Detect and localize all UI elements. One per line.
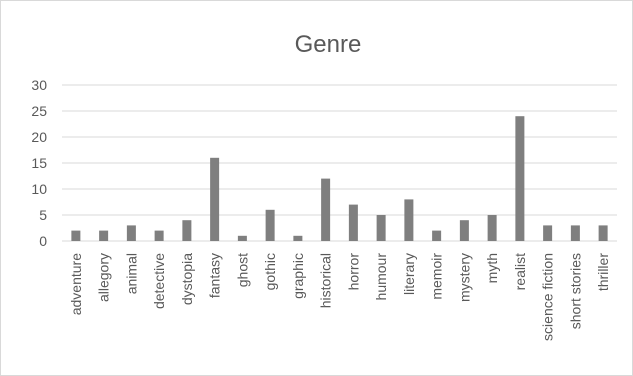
bar-short-stories: [570, 225, 580, 241]
y-tick-label: 0: [39, 233, 47, 249]
bar-science-fiction: [543, 225, 553, 241]
bar-allegory: [99, 230, 109, 241]
bar-detective: [154, 230, 164, 241]
x-tick-label: animal: [123, 253, 139, 294]
x-tick-label: myth: [484, 253, 500, 283]
y-tick-label: 10: [31, 181, 47, 197]
x-tick-label: science fiction: [540, 253, 556, 341]
bars: [71, 116, 608, 241]
x-tick-label: fantasy: [207, 253, 223, 298]
x-tick-label: detective: [151, 253, 167, 309]
bar-humour: [376, 215, 386, 241]
x-tick-label: memoir: [429, 253, 445, 300]
y-axis-ticks: 0 5 10 15 20 25 30: [31, 77, 47, 249]
x-tick-label: realist: [512, 253, 528, 290]
bar-adventure: [71, 230, 81, 241]
bar-graphic: [293, 235, 303, 241]
bar-animal: [126, 225, 136, 241]
x-axis-ticks: adventure allegory animal detective dystopia…: [68, 253, 611, 341]
x-tick-label: allegory: [96, 253, 112, 302]
bar-horror: [348, 204, 358, 241]
y-tick-label: 15: [31, 155, 47, 171]
bar-realist: [515, 116, 525, 241]
y-tick-label: 5: [39, 207, 47, 223]
bar-gothic: [265, 209, 275, 241]
bar-fantasy: [210, 157, 220, 241]
x-tick-label: short stories: [567, 253, 583, 329]
bar-ghost: [237, 235, 247, 241]
gridlines: [62, 84, 617, 242]
x-tick-label: horror: [345, 253, 361, 291]
x-tick-label: graphic: [290, 253, 306, 299]
bar-thriller: [598, 225, 608, 241]
y-tick-label: 20: [31, 129, 47, 145]
x-tick-label: humour: [373, 253, 389, 301]
x-tick-label: gothic: [262, 253, 278, 290]
x-tick-label: adventure: [68, 253, 84, 315]
x-tick-label: thriller: [595, 253, 611, 291]
chart-title: Genre: [295, 31, 362, 58]
bar-dystopia: [182, 220, 192, 241]
x-tick-label: mystery: [456, 253, 472, 302]
bar-mystery: [459, 220, 469, 241]
x-tick-label: ghost: [234, 253, 250, 287]
bar-literary: [404, 199, 414, 241]
y-tick-label: 25: [31, 103, 47, 119]
x-tick-label: literary: [401, 253, 417, 295]
bar-historical: [321, 178, 331, 241]
bar-myth: [487, 215, 497, 241]
x-tick-label: dystopia: [179, 253, 195, 305]
x-tick-label: historical: [318, 253, 334, 308]
y-tick-label: 30: [31, 77, 47, 93]
bar-memoir: [432, 230, 442, 241]
